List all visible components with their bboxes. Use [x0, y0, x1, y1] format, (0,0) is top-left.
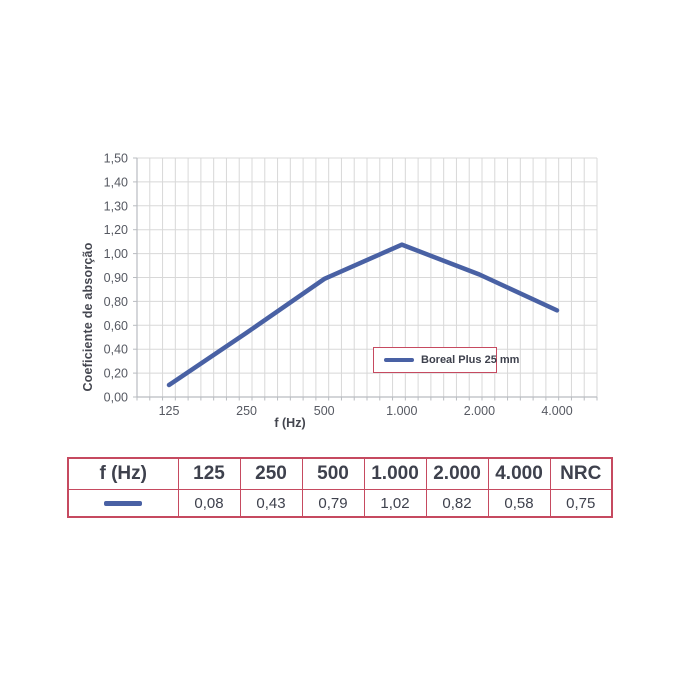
table-header-4000: 4.000: [487, 457, 551, 490]
y-tick-label: 0,90: [104, 271, 128, 285]
y-tick-label: 0,60: [104, 319, 128, 333]
y-tick-label: 1,20: [104, 223, 128, 237]
x-tick-label: 500: [314, 404, 335, 418]
table-header-250: 250: [239, 457, 303, 490]
y-tick-label: 0,80: [104, 295, 128, 309]
series-line-swatch: [104, 501, 143, 507]
x-tick-label: 250: [236, 404, 257, 418]
y-tick-label: 0,00: [104, 391, 128, 405]
x-axis-title: f (Hz): [274, 416, 306, 430]
table-header-fhz: f (Hz): [67, 457, 179, 490]
value-2000: 0,82: [425, 489, 489, 518]
x-tick-label: 125: [159, 404, 180, 418]
table-header-125: 125: [177, 457, 241, 490]
table-header-2000: 2.000: [425, 457, 489, 490]
x-tick-label: 4.000: [541, 404, 572, 418]
series-line-boreal-plus-25mm: [166, 242, 560, 388]
value-125: 0,08: [177, 489, 241, 518]
x-tick-label: 2.000: [464, 404, 495, 418]
table-header-500: 500: [301, 457, 365, 490]
legend-series-label: Boreal Plus 25 mm: [421, 354, 520, 366]
y-tick-label: 1,00: [104, 247, 128, 261]
absorption-chart-plot: 1,50 1,40 1,30 1,20 1,00 0,90 0,80 0,60 0,40 0,20…: [104, 152, 598, 418]
table-header-row: f (Hz) 125 250 500 1.000 2.000 4.000 NRC: [67, 457, 613, 490]
legend-line-swatch: [384, 358, 414, 362]
absorption-values-table: f (Hz) 125 250 500 1.000 2.000 4.000 NRC…: [67, 457, 613, 518]
y-tick-label: 0,20: [104, 367, 128, 381]
value-250: 0,43: [239, 489, 303, 518]
value-500: 0,79: [301, 489, 365, 518]
table-value-row: 0,08 0,43 0,79 1,02 0,82 0,58 0,75: [67, 489, 613, 518]
chart-legend: Boreal Plus 25 mm: [373, 347, 519, 373]
table-header-nrc: NRC: [549, 457, 613, 490]
value-4000: 0,58: [487, 489, 551, 518]
value-1000: 1,02: [363, 489, 427, 518]
value-nrc: 0,75: [549, 489, 613, 518]
y-tick-label: 1,40: [104, 175, 128, 189]
x-tick-label: 1.000: [386, 404, 417, 418]
table-header-1000: 1.000: [363, 457, 427, 490]
y-tick-label: 1,30: [104, 199, 128, 213]
y-tick-label: 1,50: [104, 152, 128, 166]
series-swatch-cell: [67, 489, 179, 518]
y-tick-label: 0,40: [104, 343, 128, 357]
y-axis-title: Coeficiente de absorção: [81, 242, 95, 392]
